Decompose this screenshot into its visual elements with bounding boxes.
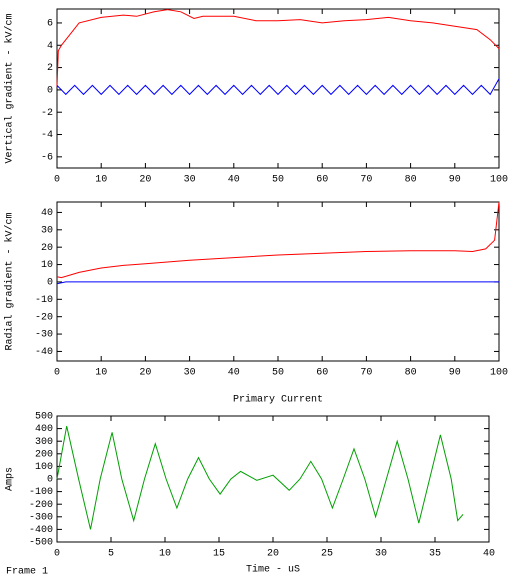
y-tick-label: 0: [47, 278, 53, 289]
x-tick-label: 35: [429, 549, 441, 560]
data-line: [56, 425, 464, 530]
y-tick-label: -200: [29, 500, 53, 511]
y-tick-label: 10: [41, 260, 53, 271]
data-line: [56, 281, 499, 285]
y-tick-label: -40: [35, 347, 53, 358]
y-tick-label: -30: [35, 330, 53, 341]
x-tick-label: 25: [321, 549, 333, 560]
x-tick-label: 40: [228, 368, 240, 379]
y-tick-label: 2: [47, 63, 53, 74]
x-tick-label: 30: [184, 175, 196, 186]
y-tick-label: 0: [47, 475, 53, 486]
x-tick-label: 20: [139, 175, 151, 186]
x-tick-label: 20: [267, 549, 279, 560]
y-tick-label: -100: [29, 487, 53, 498]
y-tick-label: -300: [29, 512, 53, 523]
y-tick-label: -2: [41, 108, 53, 119]
y-axis-label: Amps: [5, 467, 16, 491]
y-tick-label: -6: [41, 152, 53, 163]
data-line: [56, 9, 500, 87]
x-tick-label: 90: [449, 175, 461, 186]
x-tick-label: 0: [54, 368, 60, 379]
x-tick-label: 30: [184, 368, 196, 379]
x-tick-label: 60: [316, 368, 328, 379]
x-tick-label: 80: [405, 368, 417, 379]
x-tick-label: 70: [360, 175, 372, 186]
y-tick-label: -400: [29, 525, 53, 536]
y-tick-label: 100: [35, 462, 53, 473]
x-tick-label: 0: [54, 549, 60, 560]
x-tick-label: 90: [449, 368, 461, 379]
y-axis-label: Vertical gradient - kV/cm: [4, 13, 16, 163]
x-tick-label: 70: [360, 368, 372, 379]
x-tick-label: 100: [490, 175, 508, 186]
x-tick-label: 100: [490, 368, 508, 379]
y-tick-label: -20: [35, 312, 53, 323]
y-tick-label: 400: [35, 424, 53, 435]
y-tick-label: -10: [35, 295, 53, 306]
x-tick-label: 10: [95, 368, 107, 379]
y-tick-label: 30: [41, 225, 53, 236]
data-line: [56, 201, 500, 279]
x-tick-label: 30: [375, 549, 387, 560]
x-tick-label: 0: [54, 175, 60, 186]
y-tick-label: 6: [47, 19, 53, 30]
x-tick-label: 40: [483, 549, 495, 560]
x-tick-label: 10: [159, 549, 171, 560]
x-axis-label: Time - uS: [246, 564, 300, 576]
y-tick-label: -4: [41, 130, 53, 141]
y-axis-label: Radial gradient - kV/cm: [4, 212, 16, 350]
y-tick-label: 40: [41, 208, 53, 219]
y-tick-label: 20: [41, 243, 53, 254]
chart-title: Primary Current: [233, 394, 323, 406]
y-tick-label: 200: [35, 449, 53, 460]
x-tick-label: 50: [272, 175, 284, 186]
x-tick-label: 5: [108, 549, 114, 560]
x-tick-label: 80: [405, 175, 417, 186]
y-tick-label: 300: [35, 437, 53, 448]
y-tick-label: -500: [29, 538, 53, 549]
data-line: [56, 78, 500, 96]
y-tick-label: 4: [47, 41, 53, 52]
x-tick-label: 60: [316, 175, 328, 186]
x-tick-label: 20: [139, 368, 151, 379]
x-tick-label: 10: [95, 175, 107, 186]
plot-frame: [56, 8, 500, 169]
y-tick-label: 500: [35, 412, 53, 423]
x-tick-label: 40: [228, 175, 240, 186]
x-tick-label: 50: [272, 368, 284, 379]
frame-label: Frame 1: [6, 567, 48, 578]
x-tick-label: 15: [213, 549, 225, 560]
y-tick-label: 0: [47, 86, 53, 97]
